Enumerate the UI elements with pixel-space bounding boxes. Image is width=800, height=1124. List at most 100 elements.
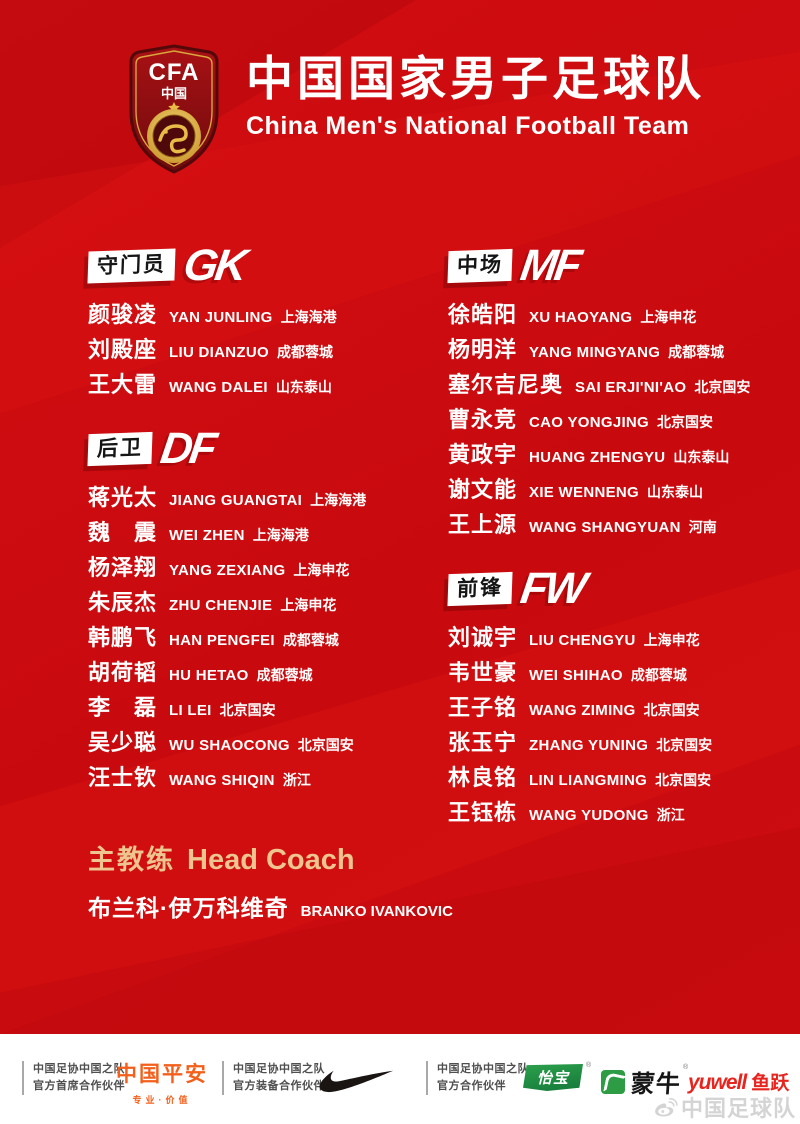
column-left: 守门员 GK 颜骏凌 YAN JUNLING 上海海港 刘殿座 LIU DIANZUO 成都蓉… bbox=[87, 241, 440, 795]
nike-swoosh-icon bbox=[316, 1070, 394, 1096]
player-name-pinyin: XU HAOYANG bbox=[529, 309, 633, 326]
divider bbox=[222, 1061, 224, 1096]
player-name-pinyin: LIU DIANZUO bbox=[169, 344, 269, 361]
section-header: 中场 MF bbox=[447, 241, 800, 290]
position-label-cn: 前锋 bbox=[447, 571, 513, 607]
player-name-pinyin: YAN JUNLING bbox=[169, 309, 273, 326]
registered-mark: ® bbox=[683, 1064, 689, 1071]
player-row: 谢文能 XIE WENNENG 山东泰山 bbox=[448, 472, 800, 507]
player-name-pinyin: WANG DALEI bbox=[169, 379, 268, 396]
player-club: 北京国安 bbox=[297, 737, 354, 753]
player-name-pinyin: WANG SHANGYUAN bbox=[529, 519, 681, 536]
section-header: 后卫 DF bbox=[87, 424, 440, 473]
player-name-pinyin: ZHANG YUNING bbox=[529, 737, 649, 754]
player-name-cn: 胡荷韬 bbox=[88, 660, 158, 685]
section-df: 后卫 DF 蒋光太 JIANG GUANGTAI 上海海港魏 震 WEI ZHEN 上海海港… bbox=[87, 424, 440, 795]
player-row: 王大雷 WANG DALEI 山东泰山 bbox=[88, 367, 440, 402]
player-row: 朱辰杰 ZHU CHENJIE 上海申花 bbox=[88, 585, 440, 620]
player-row: 韦世豪 WEI SHIHAO 成都蓉城 bbox=[448, 655, 800, 690]
yibao-name: 怡宝 bbox=[536, 1070, 569, 1087]
player-club: 上海申花 bbox=[280, 597, 337, 613]
player-name-cn: 王子铭 bbox=[448, 695, 518, 720]
section-gk: 守门员 GK 颜骏凌 YAN JUNLING 上海海港 刘殿座 LIU DIANZUO 成都蓉… bbox=[87, 241, 440, 402]
player-row: 刘诚宇 LIU CHENGYU 上海申花 bbox=[448, 620, 800, 655]
player-row: 曹永竞 CAO YONGJING 北京国安 bbox=[448, 402, 800, 437]
player-club: 上海海港 bbox=[252, 527, 309, 543]
head-coach-name: 布兰科·伊万科维奇 BRANKO IVANKOVIC bbox=[88, 889, 453, 923]
pingan-name: 中国平安 bbox=[116, 1063, 208, 1086]
partner-line2: 官方装备合作伙伴 bbox=[233, 1080, 325, 1093]
player-row: 魏 震 WEI ZHEN 上海海港 bbox=[88, 515, 440, 550]
player-row: 颜骏凌 YAN JUNLING 上海海港 bbox=[88, 297, 440, 332]
player-name-pinyin: HAN PENGFEI bbox=[169, 632, 275, 649]
sponsor-footer: 中国足协中国之队 官方首席合作伙伴 中国平安 专业·价值 中国足协中国之队 官方… bbox=[0, 1034, 800, 1124]
player-name-cn: 刘殿座 bbox=[88, 337, 158, 362]
pingan-logo: 中国平安 专业·价值 bbox=[116, 1058, 208, 1106]
player-rows: 徐皓阳 XU HAOYANG 上海申花 杨明洋 YANG MINGYANG 成都蓉城 塞尔吉… bbox=[448, 297, 800, 542]
weibo-icon bbox=[655, 1098, 678, 1117]
player-name-cn: 吴少聪 bbox=[88, 730, 158, 755]
section-header: 守门员 GK bbox=[87, 241, 440, 290]
player-row: 王子铭 WANG ZIMING 北京国安 bbox=[448, 690, 800, 725]
player-club: 上海海港 bbox=[310, 492, 367, 508]
player-club: 北京国安 bbox=[657, 414, 714, 430]
partner-label-official: 中国足协中国之队 官方合作伙伴 bbox=[426, 1061, 529, 1096]
player-name-cn: 王钰栋 bbox=[448, 800, 518, 825]
page-title-en: China Men's National Football Team bbox=[246, 112, 690, 141]
player-row: 黄政宇 HUANG ZHENGYU 山东泰山 bbox=[448, 437, 800, 472]
page-title-cn: 中国国家男子足球队 bbox=[246, 52, 705, 105]
section-header: 前锋 FW bbox=[447, 564, 800, 613]
player-name-pinyin: WANG ZIMING bbox=[529, 702, 636, 719]
weibo-watermark: 中国足球队 bbox=[654, 1091, 796, 1123]
position-label-cn: 中场 bbox=[447, 248, 513, 284]
partner-label-kit: 中国足协中国之队 官方装备合作伙伴 bbox=[222, 1061, 325, 1096]
player-club: 成都蓉城 bbox=[256, 667, 313, 683]
divider bbox=[22, 1061, 24, 1096]
player-name-pinyin: XIE WENNENG bbox=[529, 484, 639, 501]
player-name-cn: 林良铭 bbox=[448, 765, 518, 790]
registered-mark: ® bbox=[586, 1062, 592, 1069]
position-abbr: MF bbox=[517, 241, 583, 290]
player-name-pinyin: LIU CHENGYU bbox=[529, 632, 636, 649]
cfa-crest-icon: CFA 中国 bbox=[126, 44, 222, 176]
player-name-cn: 刘诚宇 bbox=[448, 625, 518, 650]
player-club: 北京国安 bbox=[643, 702, 700, 718]
player-name-cn: 朱辰杰 bbox=[88, 590, 158, 615]
column-right: 中场 MF 徐皓阳 XU HAOYANG 上海申花 杨明洋 YANG MINGYANG 成都蓉… bbox=[447, 241, 800, 830]
player-name-cn: 蒋光太 bbox=[88, 485, 158, 510]
player-name-pinyin: YANG MINGYANG bbox=[529, 344, 661, 361]
head-coach-name-cn: 布兰科·伊万科维奇 bbox=[88, 895, 289, 921]
position-abbr: GK bbox=[180, 241, 248, 290]
mengniu-icon bbox=[601, 1069, 625, 1094]
partner-line2: 官方合作伙伴 bbox=[437, 1080, 506, 1093]
player-name-cn: 王大雷 bbox=[88, 372, 158, 397]
player-row: 徐皓阳 XU HAOYANG 上海申花 bbox=[448, 297, 800, 332]
player-name-cn: 汪士钦 bbox=[88, 765, 158, 790]
player-club: 上海海港 bbox=[280, 309, 337, 325]
divider bbox=[426, 1061, 428, 1096]
watermark-text: 中国足球队 bbox=[680, 1096, 796, 1121]
player-row: 李 磊 LI LEI 北京国安 bbox=[88, 690, 440, 725]
head-coach-name-en: BRANKO IVANKOVIC bbox=[300, 903, 453, 920]
player-name-cn: 曹永竞 bbox=[448, 407, 518, 432]
head-coach-block: 主教练 Head Coach 布兰科·伊万科维奇 BRANKO IVANKOVI… bbox=[88, 838, 453, 923]
player-row: 胡荷韬 HU HETAO 成都蓉城 bbox=[88, 655, 440, 690]
player-name-pinyin: WANG YUDONG bbox=[529, 807, 649, 824]
title-block: 中国国家男子足球队 China Men's National Football … bbox=[246, 44, 705, 141]
yibao-logo: 怡宝 bbox=[523, 1064, 583, 1091]
player-row: 杨泽翔 YANG ZEXIANG 上海申花 bbox=[88, 550, 440, 585]
player-rows: 蒋光太 JIANG GUANGTAI 上海海港魏 震 WEI ZHEN 上海海港 杨泽翔 Y… bbox=[88, 480, 440, 795]
player-name-cn: 王上源 bbox=[448, 512, 518, 537]
player-name-pinyin: WANG SHIQIN bbox=[169, 772, 275, 789]
player-club: 北京国安 bbox=[219, 702, 276, 718]
player-club: 上海申花 bbox=[293, 562, 350, 578]
player-club: 北京国安 bbox=[655, 772, 712, 788]
yuwell-logo: yuwell 鱼跃 bbox=[688, 1068, 789, 1095]
head-coach-title-en: Head Coach bbox=[187, 844, 355, 876]
partner-line1: 中国足协中国之队 bbox=[437, 1063, 529, 1075]
player-club: 山东泰山 bbox=[275, 379, 332, 395]
player-club: 上海申花 bbox=[643, 632, 700, 648]
position-abbr: FW bbox=[517, 564, 587, 613]
player-row: 汪士钦 WANG SHIQIN 浙江 bbox=[88, 760, 440, 795]
